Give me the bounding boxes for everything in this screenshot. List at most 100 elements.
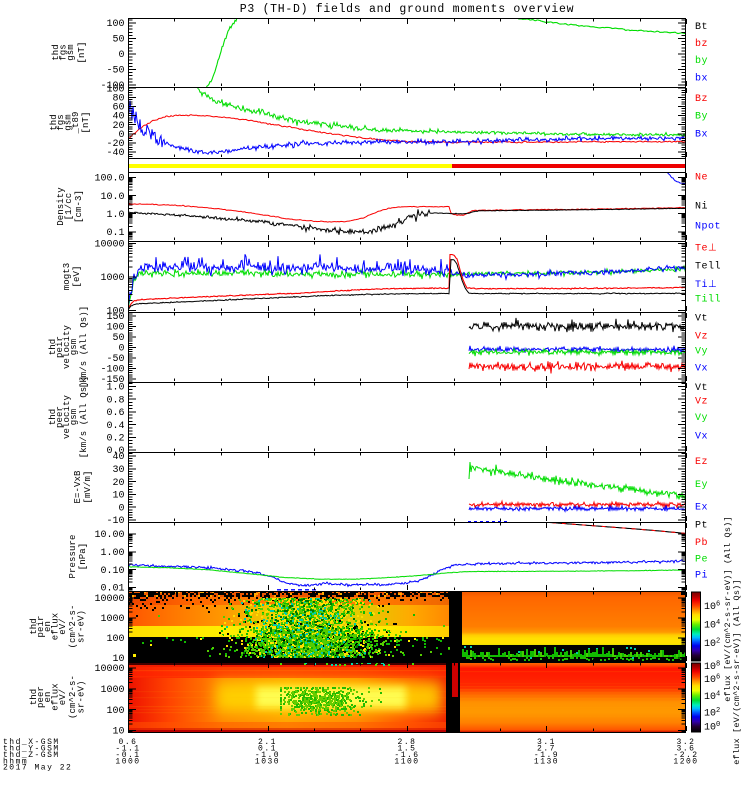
svg-text:Vy: Vy — [695, 347, 708, 358]
svg-text:peir: peir — [36, 615, 46, 637]
svg-text:By: By — [695, 112, 708, 123]
svg-text:eflux: eflux — [51, 613, 61, 641]
svg-text:50: 50 — [112, 35, 124, 46]
svg-text:-1.6: -1.6 — [394, 751, 419, 760]
svg-text:Pi: Pi — [695, 569, 708, 581]
svg-text:(cm^2-s-: (cm^2-s- — [68, 675, 78, 719]
svg-text:0: 0 — [118, 50, 124, 61]
svg-text:(cm^2-s-: (cm^2-s- — [68, 604, 78, 648]
svg-text:thd_X-GSM: thd_X-GSM — [3, 738, 60, 747]
svg-text:50: 50 — [112, 333, 124, 344]
svg-text:3.1: 3.1 — [537, 738, 556, 747]
svg-text:-50: -50 — [106, 354, 124, 365]
svg-text:en: en — [43, 691, 53, 702]
svg-text:eV/: eV/ — [58, 689, 68, 706]
svg-text:Vx: Vx — [695, 432, 708, 443]
svg-text:-1.1: -1.1 — [115, 745, 140, 754]
svg-text:Ne: Ne — [695, 173, 708, 184]
svg-text:gsm: gsm — [66, 44, 76, 61]
svg-text:sr-eV): sr-eV) — [77, 680, 87, 713]
svg-text:Vz: Vz — [695, 332, 708, 343]
svg-text:Pt: Pt — [695, 520, 708, 531]
svg-text:-1.0: -1.0 — [255, 751, 280, 760]
svg-text:-40: -40 — [106, 148, 124, 159]
svg-text:mogt3: mogt3 — [62, 263, 72, 291]
svg-text:Ez: Ez — [695, 457, 708, 468]
svg-text:[mV/m]: [mV/m] — [83, 470, 93, 503]
svg-text:0.6: 0.6 — [119, 738, 138, 747]
svg-text:[km/s (All Qs)]: [km/s (All Qs)] — [79, 306, 89, 389]
svg-text:10.00: 10.00 — [94, 530, 124, 541]
svg-text:Npot: Npot — [695, 222, 721, 233]
svg-text:-100: -100 — [100, 365, 124, 376]
svg-text:10: 10 — [112, 491, 124, 502]
svg-text:sr-eV): sr-eV) — [77, 610, 87, 643]
svg-text:10.0: 10.0 — [100, 192, 124, 203]
svg-text:2017 May 22: 2017 May 22 — [3, 764, 72, 773]
svg-text:0: 0 — [118, 503, 124, 514]
svg-text:1.0: 1.0 — [106, 383, 124, 394]
svg-text:100: 100 — [106, 307, 124, 318]
svg-text:0: 0 — [118, 130, 124, 141]
svg-text:P3 (TH-D) fields and ground mo: P3 (TH-D) fields and ground moments over… — [240, 3, 574, 16]
svg-text:1100: 1100 — [394, 757, 419, 766]
svg-text:thd: thd — [49, 114, 59, 131]
svg-text:1.5: 1.5 — [398, 745, 417, 754]
svg-text:0.01: 0.01 — [100, 584, 124, 595]
svg-text:Vx: Vx — [695, 364, 708, 375]
svg-text:Pe: Pe — [695, 555, 708, 566]
svg-text:-20: -20 — [106, 139, 124, 150]
svg-text:thd: thd — [48, 409, 58, 426]
svg-text:-2.2: -2.2 — [673, 751, 698, 760]
svg-text:10: 10 — [112, 727, 124, 738]
svg-text:40: 40 — [112, 452, 124, 463]
svg-text:2.7: 2.7 — [537, 745, 556, 754]
svg-text:0.4: 0.4 — [106, 421, 124, 432]
svg-text:[nT]: [nT] — [77, 41, 87, 63]
svg-text:0.6: 0.6 — [106, 408, 124, 419]
svg-text:0.2: 0.2 — [106, 434, 124, 445]
svg-text:thd: thd — [29, 689, 39, 706]
svg-text:Tell: Tell — [695, 261, 721, 273]
svg-text:Pressure: Pressure — [68, 534, 78, 578]
svg-text:-1.9: -1.9 — [534, 751, 559, 760]
svg-text:100: 100 — [106, 706, 124, 717]
svg-text:velocity: velocity — [62, 395, 72, 440]
svg-text:Bz: Bz — [695, 94, 708, 105]
svg-text:-100: -100 — [100, 81, 124, 92]
svg-text:[cm-3]: [cm-3] — [74, 190, 84, 223]
svg-text:-150: -150 — [100, 375, 124, 386]
svg-text:1200: 1200 — [673, 757, 698, 766]
svg-text:en: en — [43, 621, 53, 632]
svg-text:30: 30 — [112, 465, 124, 476]
svg-text:1000: 1000 — [100, 685, 124, 696]
svg-text:2.8: 2.8 — [398, 738, 417, 747]
svg-text:100.0: 100.0 — [94, 174, 124, 185]
svg-text:peer: peer — [55, 406, 65, 428]
svg-text:E=-VxB: E=-VxB — [73, 470, 83, 504]
svg-text:velocity: velocity — [62, 325, 72, 370]
svg-text:peir: peir — [55, 336, 65, 358]
svg-text:[km/s (All Qs)]: [km/s (All Qs)] — [79, 376, 89, 459]
svg-text:1030: 1030 — [255, 757, 280, 766]
svg-text:gsm: gsm — [64, 114, 74, 131]
svg-text:Ni: Ni — [695, 201, 708, 213]
svg-text:[eV]: [eV] — [72, 265, 82, 287]
svg-text:gsm: gsm — [69, 409, 79, 426]
svg-text:thd: thd — [29, 618, 39, 635]
svg-text:80: 80 — [112, 94, 124, 105]
svg-text:20: 20 — [112, 478, 124, 489]
svg-text:1000: 1000 — [115, 757, 140, 766]
svg-text:3.2: 3.2 — [677, 738, 696, 747]
svg-text:10000: 10000 — [94, 240, 124, 251]
svg-text:thd: thd — [48, 339, 58, 356]
svg-text:20: 20 — [112, 121, 124, 132]
svg-text:Vy: Vy — [695, 413, 708, 424]
svg-text:10000: 10000 — [94, 594, 124, 605]
svg-text:40: 40 — [112, 112, 124, 123]
svg-text:gsm: gsm — [69, 339, 79, 356]
svg-text:Density: Density — [56, 187, 66, 226]
svg-text:-0.1: -0.1 — [115, 751, 140, 760]
svg-text:100: 100 — [106, 19, 124, 30]
svg-text:eflux [eV/(cm^2-s-sr-eV)] (All: eflux [eV/(cm^2-s-sr-eV)] (All Qs)] — [732, 579, 742, 765]
